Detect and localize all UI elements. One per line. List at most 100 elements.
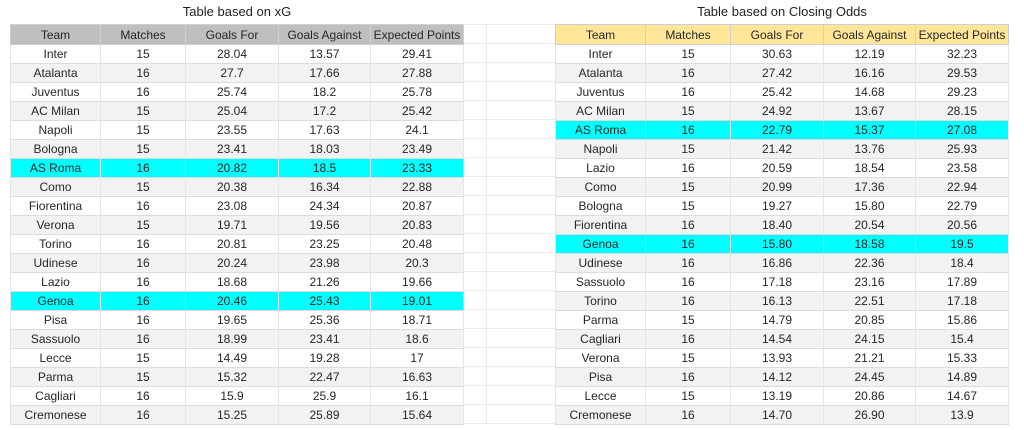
- value-cell[interactable]: 12.19: [823, 44, 916, 64]
- value-cell[interactable]: 15.9: [185, 386, 279, 406]
- value-cell[interactable]: 16: [645, 291, 731, 311]
- value-cell[interactable]: 16: [100, 234, 186, 254]
- value-cell[interactable]: 18.5: [278, 158, 371, 178]
- table-row[interactable]: Inter 15 28.04 13.57 29.41: [10, 44, 464, 64]
- table-row[interactable]: Udinese 16 16.86 22.36 18.4: [555, 253, 1009, 273]
- value-cell[interactable]: 16: [645, 272, 731, 292]
- value-cell[interactable]: 25.36: [278, 310, 371, 330]
- value-cell[interactable]: 16.86: [730, 253, 824, 273]
- value-cell[interactable]: 20.38: [185, 177, 279, 197]
- value-cell[interactable]: 18.4: [915, 253, 1009, 273]
- value-cell[interactable]: 22.88: [370, 177, 464, 197]
- value-cell[interactable]: 16: [100, 158, 186, 178]
- team-cell[interactable]: Cagliari: [555, 329, 646, 349]
- value-cell[interactable]: 14.12: [730, 367, 824, 387]
- team-cell[interactable]: Sassuolo: [10, 329, 101, 349]
- value-cell[interactable]: 22.36: [823, 253, 916, 273]
- value-cell[interactable]: 15.37: [823, 120, 916, 140]
- team-cell[interactable]: Como: [10, 177, 101, 197]
- team-cell[interactable]: Genoa: [10, 291, 101, 311]
- table-row[interactable]: Napoli 15 23.55 17.63 24.1: [10, 120, 464, 140]
- team-cell[interactable]: Udinese: [555, 253, 646, 273]
- value-cell[interactable]: 15: [645, 44, 731, 64]
- column-header[interactable]: Matches: [100, 24, 186, 45]
- value-cell[interactable]: 21.42: [730, 139, 824, 159]
- table-row[interactable]: Juventus 16 25.42 14.68 29.23: [555, 82, 1009, 102]
- table-row[interactable]: Napoli 15 21.42 13.76 25.93: [555, 139, 1009, 159]
- table-row[interactable]: Parma 15 15.32 22.47 16.63: [10, 367, 464, 387]
- value-cell[interactable]: 19.65: [185, 310, 279, 330]
- value-cell[interactable]: 16: [645, 367, 731, 387]
- value-cell[interactable]: 23.41: [278, 329, 371, 349]
- value-cell[interactable]: 30.63: [730, 44, 824, 64]
- value-cell[interactable]: 20.54: [823, 215, 916, 235]
- value-cell[interactable]: 17.2: [278, 101, 371, 121]
- table-row[interactable]: Parma 15 14.79 20.85 15.86: [555, 310, 1009, 330]
- table-row[interactable]: Atalanta 16 27.42 16.16 29.53: [555, 63, 1009, 83]
- value-cell[interactable]: 15: [645, 310, 731, 330]
- team-cell[interactable]: Atalanta: [555, 63, 646, 83]
- table-row[interactable]: Lazio 16 18.68 21.26 19.66: [10, 272, 464, 292]
- value-cell[interactable]: 20.56: [915, 215, 1009, 235]
- column-header[interactable]: Goals For: [185, 24, 279, 45]
- table-row[interactable]: Udinese 16 20.24 23.98 20.3: [10, 253, 464, 273]
- value-cell[interactable]: 19.27: [730, 196, 824, 216]
- value-cell[interactable]: 15: [100, 120, 186, 140]
- value-cell[interactable]: 19.56: [278, 215, 371, 235]
- table-row[interactable]: Lecce 15 14.49 19.28 17: [10, 348, 464, 368]
- value-cell[interactable]: 26.90: [823, 405, 916, 425]
- table-row[interactable]: Atalanta 16 27.7 17.66 27.88: [10, 63, 464, 83]
- team-cell[interactable]: Cremonese: [10, 405, 101, 425]
- table-row[interactable]: Inter 15 30.63 12.19 32.23: [555, 44, 1009, 64]
- team-cell[interactable]: Parma: [555, 310, 646, 330]
- value-cell[interactable]: 17.89: [915, 272, 1009, 292]
- table-row[interactable]: AC Milan 15 24.92 13.67 28.15: [555, 101, 1009, 121]
- value-cell[interactable]: 16: [645, 120, 731, 140]
- column-header[interactable]: Team: [555, 24, 646, 45]
- value-cell[interactable]: 20.99: [730, 177, 824, 197]
- value-cell[interactable]: 25.93: [915, 139, 1009, 159]
- value-cell[interactable]: 16.16: [823, 63, 916, 83]
- value-cell[interactable]: 14.70: [730, 405, 824, 425]
- table-row[interactable]: Pisa 16 14.12 24.45 14.89: [555, 367, 1009, 387]
- value-cell[interactable]: 20.86: [823, 386, 916, 406]
- team-cell[interactable]: AC Milan: [555, 101, 646, 121]
- value-cell[interactable]: 15: [100, 367, 186, 387]
- value-cell[interactable]: 15: [645, 101, 731, 121]
- value-cell[interactable]: 18.03: [278, 139, 371, 159]
- team-cell[interactable]: Lecce: [555, 386, 646, 406]
- value-cell[interactable]: 16: [100, 253, 186, 273]
- team-cell[interactable]: Inter: [555, 44, 646, 64]
- value-cell[interactable]: 24.92: [730, 101, 824, 121]
- value-cell[interactable]: 15: [645, 348, 731, 368]
- value-cell[interactable]: 23.16: [823, 272, 916, 292]
- value-cell[interactable]: 20.48: [370, 234, 464, 254]
- value-cell[interactable]: 16: [100, 310, 186, 330]
- value-cell[interactable]: 19.5: [915, 234, 1009, 254]
- value-cell[interactable]: 15.4: [915, 329, 1009, 349]
- value-cell[interactable]: 27.88: [370, 63, 464, 83]
- column-header[interactable]: Team: [10, 24, 101, 45]
- value-cell[interactable]: 20.87: [370, 196, 464, 216]
- table-row[interactable]: Lecce 15 13.19 20.86 14.67: [555, 386, 1009, 406]
- value-cell[interactable]: 16: [100, 196, 186, 216]
- value-cell[interactable]: 18.2: [278, 82, 371, 102]
- table-row[interactable]: AS Roma 16 22.79 15.37 27.08: [555, 120, 1009, 140]
- table-row[interactable]: Fiorentina 16 23.08 24.34 20.87: [10, 196, 464, 216]
- table-row[interactable]: Cagliari 16 15.9 25.9 16.1: [10, 386, 464, 406]
- value-cell[interactable]: 13.93: [730, 348, 824, 368]
- value-cell[interactable]: 23.98: [278, 253, 371, 273]
- team-cell[interactable]: Napoli: [555, 139, 646, 159]
- value-cell[interactable]: 17.63: [278, 120, 371, 140]
- value-cell[interactable]: 15: [645, 386, 731, 406]
- value-cell[interactable]: 16: [645, 253, 731, 273]
- team-cell[interactable]: Pisa: [10, 310, 101, 330]
- table-row[interactable]: Torino 16 20.81 23.25 20.48: [10, 234, 464, 254]
- value-cell[interactable]: 25.78: [370, 82, 464, 102]
- table-row[interactable]: Verona 15 19.71 19.56 20.83: [10, 215, 464, 235]
- value-cell[interactable]: 28.04: [185, 44, 279, 64]
- table-row[interactable]: Cagliari 16 14.54 24.15 15.4: [555, 329, 1009, 349]
- value-cell[interactable]: 15.33: [915, 348, 1009, 368]
- table-row[interactable]: Verona 15 13.93 21.21 15.33: [555, 348, 1009, 368]
- value-cell[interactable]: 22.47: [278, 367, 371, 387]
